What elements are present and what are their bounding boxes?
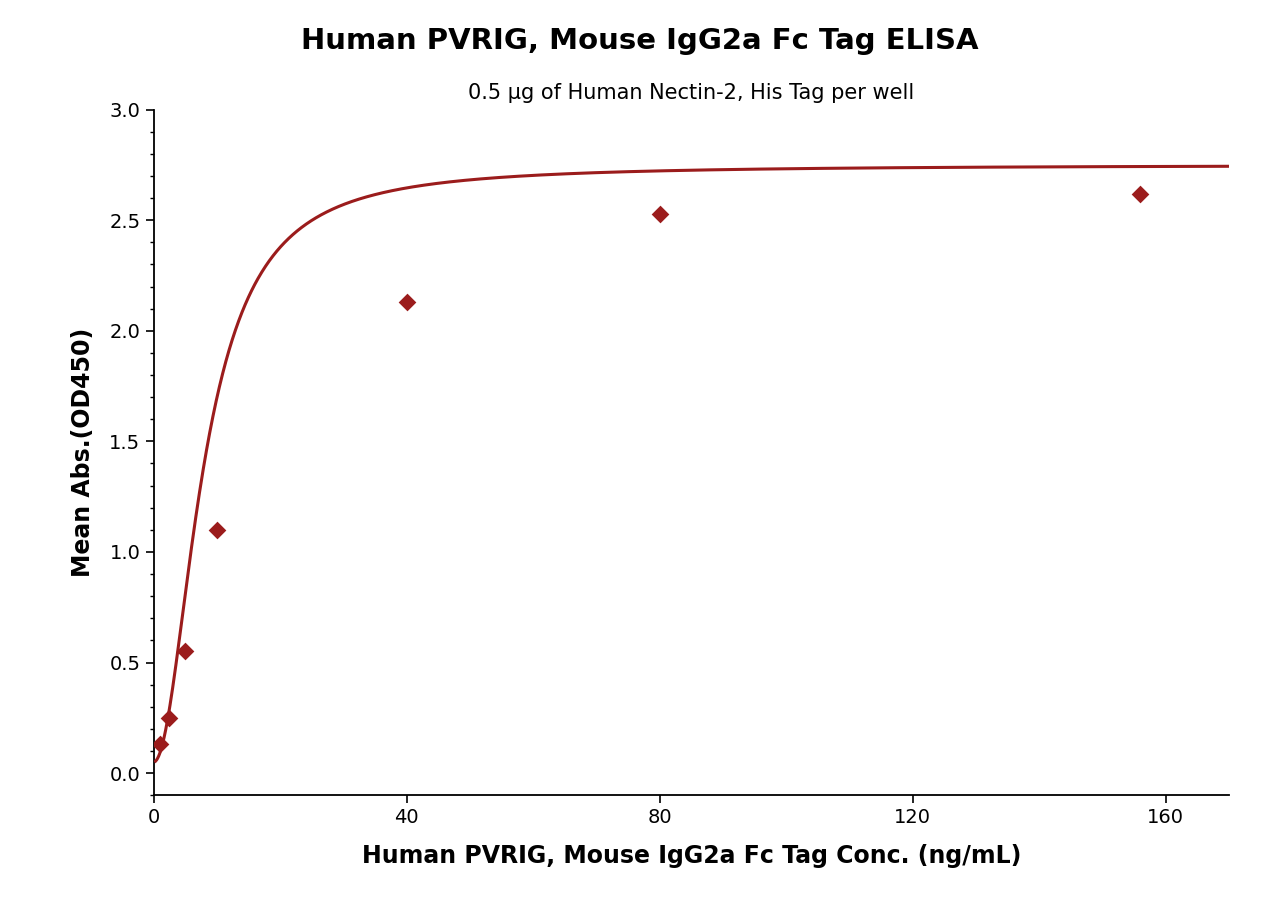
X-axis label: Human PVRIG, Mouse IgG2a Fc Tag Conc. (ng/mL): Human PVRIG, Mouse IgG2a Fc Tag Conc. (n… [361, 844, 1021, 868]
Title: 0.5 μg of Human Nectin-2, His Tag per well: 0.5 μg of Human Nectin-2, His Tag per we… [468, 82, 914, 102]
Point [150, 737, 170, 751]
Y-axis label: Mean Abs.(OD450): Mean Abs.(OD450) [72, 328, 96, 577]
Point [649, 207, 669, 221]
Point [206, 523, 227, 537]
Point [397, 294, 417, 309]
Point [1130, 186, 1151, 201]
Text: Human PVRIG, Mouse IgG2a Fc Tag ELISA: Human PVRIG, Mouse IgG2a Fc Tag ELISA [301, 27, 979, 56]
Point [175, 644, 196, 659]
Point [159, 710, 179, 725]
